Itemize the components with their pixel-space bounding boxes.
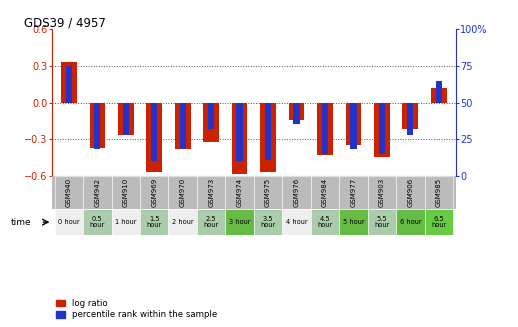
- Bar: [396, 209, 425, 235]
- Bar: [197, 209, 225, 235]
- Text: 1.5
hour: 1.5 hour: [147, 216, 162, 228]
- Bar: [260, 103, 276, 172]
- Bar: [175, 103, 191, 149]
- Bar: [123, 103, 129, 135]
- Bar: [83, 209, 111, 235]
- Bar: [368, 176, 396, 209]
- Bar: [168, 209, 197, 235]
- Text: GSM969: GSM969: [151, 178, 157, 207]
- Text: GSM975: GSM975: [265, 178, 271, 207]
- Bar: [111, 209, 140, 235]
- Bar: [431, 88, 447, 103]
- Text: 0 hour: 0 hour: [58, 219, 80, 225]
- Bar: [203, 103, 219, 142]
- Bar: [368, 209, 396, 235]
- Text: 3 hour: 3 hour: [229, 219, 250, 225]
- Text: 2 hour: 2 hour: [172, 219, 194, 225]
- Bar: [396, 176, 425, 209]
- Text: 2.5
hour: 2.5 hour: [204, 216, 219, 228]
- Text: GSM903: GSM903: [379, 178, 385, 207]
- Bar: [311, 209, 339, 235]
- Bar: [254, 209, 282, 235]
- Bar: [379, 103, 385, 154]
- Text: 6 hour: 6 hour: [399, 219, 421, 225]
- Text: 1 hour: 1 hour: [115, 219, 137, 225]
- Text: GSM984: GSM984: [322, 178, 328, 207]
- Bar: [289, 103, 305, 120]
- Bar: [265, 103, 271, 160]
- Text: GSM906: GSM906: [407, 178, 413, 207]
- Bar: [339, 176, 368, 209]
- Text: GSM976: GSM976: [294, 178, 299, 207]
- Bar: [61, 62, 77, 103]
- Bar: [197, 176, 225, 209]
- Text: 5.5
hour: 5.5 hour: [374, 216, 390, 228]
- Text: 5 hour: 5 hour: [342, 219, 364, 225]
- Text: GSM910: GSM910: [123, 178, 129, 207]
- Text: GSM970: GSM970: [180, 178, 185, 207]
- Bar: [374, 103, 390, 157]
- Legend: log ratio, percentile rank within the sample: log ratio, percentile rank within the sa…: [56, 299, 217, 319]
- Bar: [90, 103, 105, 147]
- Bar: [232, 103, 248, 174]
- Bar: [66, 66, 72, 103]
- Bar: [140, 176, 168, 209]
- Bar: [118, 103, 134, 135]
- Bar: [54, 209, 83, 235]
- Bar: [147, 103, 162, 172]
- Bar: [350, 103, 356, 149]
- Bar: [436, 80, 442, 103]
- Bar: [282, 209, 311, 235]
- Bar: [254, 176, 282, 209]
- Text: 6.5
hour: 6.5 hour: [431, 216, 447, 228]
- Text: GSM973: GSM973: [208, 178, 214, 207]
- Bar: [425, 176, 453, 209]
- Text: 4 hour: 4 hour: [286, 219, 307, 225]
- Text: GSM974: GSM974: [237, 178, 242, 207]
- Bar: [311, 176, 339, 209]
- Text: GSM942: GSM942: [94, 178, 100, 207]
- Text: time: time: [10, 218, 31, 227]
- Bar: [208, 103, 214, 129]
- Text: 0.5
hour: 0.5 hour: [90, 216, 105, 228]
- Bar: [293, 103, 299, 125]
- Bar: [317, 103, 333, 155]
- Bar: [282, 176, 311, 209]
- Bar: [94, 103, 100, 149]
- Text: GDS39 / 4957: GDS39 / 4957: [23, 16, 105, 29]
- Bar: [225, 176, 254, 209]
- Bar: [151, 103, 157, 161]
- Text: GSM940: GSM940: [66, 178, 72, 207]
- Text: GSM977: GSM977: [350, 178, 356, 207]
- Bar: [111, 176, 140, 209]
- Bar: [339, 209, 368, 235]
- Bar: [168, 176, 197, 209]
- Bar: [407, 103, 413, 135]
- Bar: [402, 103, 418, 129]
- Bar: [140, 209, 168, 235]
- Bar: [346, 103, 361, 145]
- Text: GSM985: GSM985: [436, 178, 442, 207]
- Bar: [322, 103, 328, 154]
- Bar: [236, 103, 243, 161]
- Bar: [425, 209, 453, 235]
- Bar: [54, 176, 83, 209]
- Text: 3.5
hour: 3.5 hour: [261, 216, 276, 228]
- Bar: [83, 176, 111, 209]
- Bar: [180, 103, 186, 149]
- Text: 4.5
hour: 4.5 hour: [318, 216, 333, 228]
- Bar: [225, 209, 254, 235]
